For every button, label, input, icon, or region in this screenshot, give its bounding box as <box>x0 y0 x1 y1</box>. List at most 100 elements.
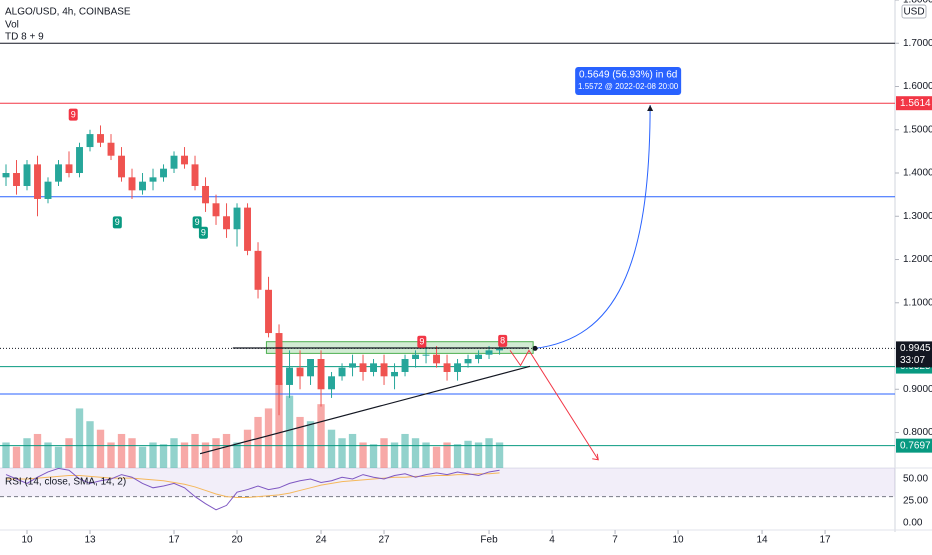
candle-body <box>464 359 472 364</box>
volume-bar <box>159 444 168 468</box>
y-tick-label: 1.7000 <box>903 38 932 49</box>
volume-bar <box>485 438 493 468</box>
candle-body <box>307 359 314 377</box>
volume-bar <box>275 382 283 468</box>
support-line <box>199 365 531 455</box>
td-mark-label: 8 <box>500 336 505 346</box>
volume-bar <box>180 442 189 468</box>
candle-body <box>107 142 115 156</box>
candle-body <box>254 250 262 290</box>
y-tick-label: 1.1000 <box>903 297 932 308</box>
candle-body <box>34 164 41 199</box>
y-tick-label: 1.5000 <box>903 124 932 135</box>
volume-bar <box>317 404 325 468</box>
last-price-label: 0.9945 <box>900 343 931 354</box>
candle-body <box>160 168 167 178</box>
level-price-box <box>896 438 932 453</box>
candle-body <box>44 181 52 199</box>
candle-body <box>475 354 483 360</box>
rsi-title: RSI (14, close, SMA, 14, 2) <box>5 477 126 488</box>
y-tick-label: 1.3000 <box>903 211 932 222</box>
candle-body <box>23 164 31 186</box>
x-tick-label: 10 <box>672 535 684 546</box>
candle-body <box>97 134 104 143</box>
x-tick-label: 7 <box>612 535 618 546</box>
currency: USD <box>903 7 924 18</box>
x-tick-label: 17 <box>168 535 180 546</box>
td-mark <box>498 334 508 347</box>
target-label: 1.5572 @ 2022-02-08 20:00 <box>578 82 679 91</box>
candle-body <box>370 363 377 372</box>
volume-bar <box>369 444 378 468</box>
x-tick-label: 27 <box>378 535 390 546</box>
rsi-tick-label: 25.00 <box>903 496 928 507</box>
target-label: 0.5649 (56.93%) in 6d <box>579 70 677 81</box>
candle-body <box>454 363 462 372</box>
candle-body <box>139 181 146 191</box>
candle-body <box>338 367 346 377</box>
candle-body <box>65 164 73 174</box>
candle-body <box>118 155 125 178</box>
candle-body <box>76 147 83 174</box>
candle-body <box>275 333 283 385</box>
candle-body <box>380 363 388 377</box>
candle-body <box>202 185 209 204</box>
projection-down <box>509 349 599 461</box>
candle-body <box>233 207 241 230</box>
td-mark-label: 9 <box>201 228 206 238</box>
candle-body <box>181 155 188 165</box>
candle-body <box>55 164 62 182</box>
projection-up <box>534 105 651 349</box>
volume-bar <box>338 438 346 468</box>
symbol-title: ALGO/USD, 4h, COINBASE <box>5 7 131 18</box>
x-tick-label: Feb <box>480 535 498 546</box>
x-tick-label: 14 <box>756 535 768 546</box>
volume-bar <box>212 438 220 468</box>
candle-body <box>433 354 441 364</box>
volume-bar <box>264 408 273 468</box>
volume-bar <box>285 395 294 468</box>
indicator-vol: Vol <box>5 20 19 31</box>
volume-bar <box>201 442 210 468</box>
td-mark <box>198 226 208 239</box>
x-tick-label: 20 <box>231 535 243 546</box>
volume-bar <box>453 444 462 468</box>
volume-bar <box>296 416 304 468</box>
volume-bar <box>464 440 472 468</box>
x-tick-label: 13 <box>84 535 96 546</box>
y-tick-label: 1.4000 <box>903 168 932 179</box>
y-tick-label: 0.8000 <box>903 427 932 438</box>
volume-bar <box>390 442 399 468</box>
volume-bar <box>432 446 441 468</box>
volume-bar <box>138 446 147 468</box>
candle-body <box>170 155 178 169</box>
td-mark-label: 9 <box>115 217 120 227</box>
candle-body <box>223 216 230 230</box>
rsi-pane <box>0 468 895 511</box>
volume-bar <box>96 429 105 468</box>
candle-body <box>149 177 157 182</box>
td-mark-label: 9 <box>71 109 76 119</box>
countdown: 33:07 <box>900 355 925 366</box>
volume-bar <box>443 442 451 468</box>
price-pane: 0.5649 (56.93%) in 6d1.5572 @ 2022-02-08… <box>0 42 895 468</box>
candle-body <box>296 367 304 377</box>
candle-body <box>412 354 420 360</box>
y-tick-label: 1.2000 <box>903 254 932 265</box>
level-price-label: 0.7697 <box>900 440 931 451</box>
volume-bar <box>495 442 504 468</box>
volume-bar <box>2 442 10 468</box>
candle-body <box>128 177 136 191</box>
td-mark <box>192 216 202 229</box>
candle-body <box>328 376 335 390</box>
volume-bar <box>327 429 336 468</box>
volume-bar <box>65 438 73 468</box>
candle-body <box>391 371 398 377</box>
currency-box <box>901 4 927 19</box>
td-mark <box>68 108 78 121</box>
candle-body <box>244 207 251 251</box>
candle-body <box>485 350 493 355</box>
volume-bar <box>411 438 420 468</box>
level-price-box <box>896 96 932 111</box>
